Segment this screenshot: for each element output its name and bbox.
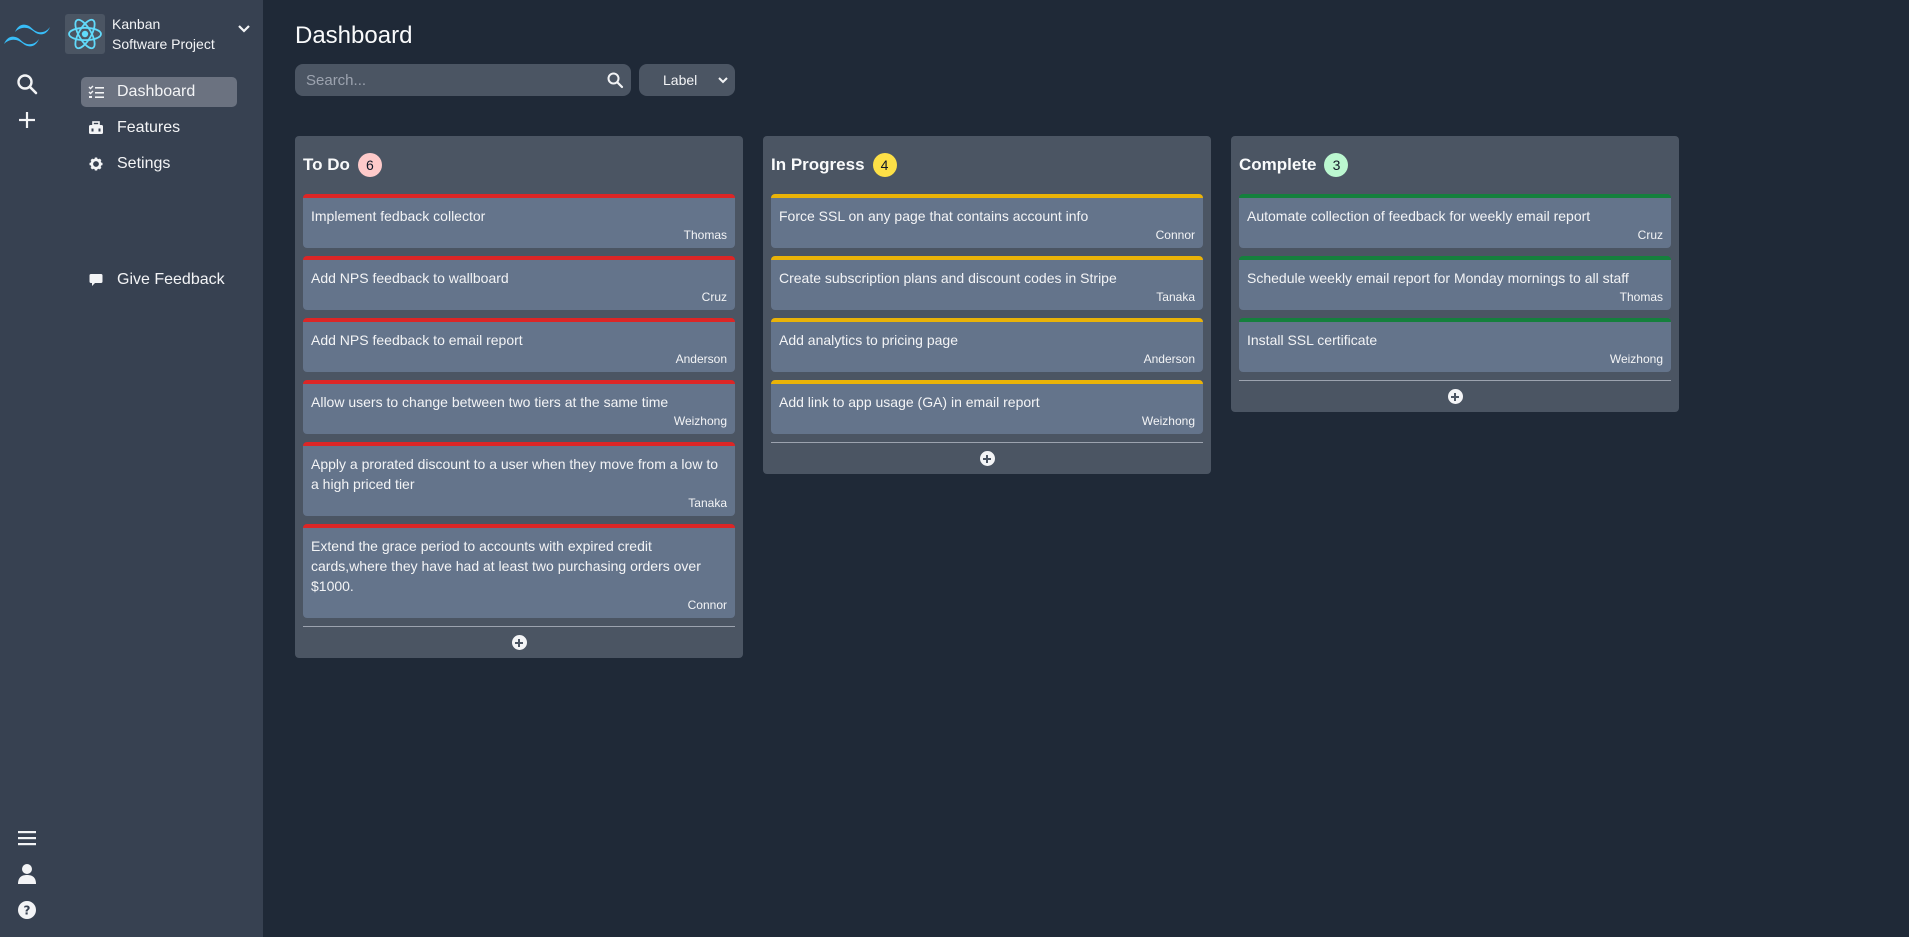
- card-title: Extend the grace period to accounts with…: [311, 538, 701, 594]
- column-title: To Do: [303, 155, 350, 174]
- task-card[interactable]: Add NPS feedback to wallboard Cruz: [303, 256, 735, 310]
- task-card[interactable]: Extend the grace period to accounts with…: [303, 524, 735, 618]
- card-title: Schedule weekly email report for Monday …: [1247, 270, 1629, 286]
- add-card-button[interactable]: [511, 635, 527, 650]
- nav-item-dashboard[interactable]: Dashboard: [81, 77, 237, 107]
- search-input[interactable]: [295, 71, 585, 89]
- column-count-badge: 6: [357, 153, 382, 177]
- card-title: Add NPS feedback to email report: [311, 332, 523, 348]
- card-assignee: Tanaka: [1156, 290, 1195, 304]
- task-card[interactable]: Apply a prorated discount to a user when…: [303, 442, 735, 516]
- card-assignee: Thomas: [683, 228, 727, 242]
- card-title: Add link to app usage (GA) in email repo…: [779, 394, 1040, 410]
- card-assignee: Anderson: [1143, 352, 1195, 366]
- column-count-badge: 3: [1324, 153, 1349, 177]
- project-name-line2: Software Project: [112, 36, 215, 52]
- project-name: Kanban Software Project: [112, 14, 215, 54]
- task-card[interactable]: Add link to app usage (GA) in email repo…: [771, 380, 1203, 434]
- search-box: [295, 64, 631, 96]
- column-title: In Progress: [771, 155, 865, 174]
- card-assignee: Connor: [1155, 228, 1195, 242]
- chevron-down-icon[interactable]: [237, 22, 251, 41]
- column-title: Complete: [1239, 155, 1317, 174]
- card-title: Automate collection of feedback for week…: [1247, 208, 1591, 224]
- card-assignee: Connor: [687, 598, 727, 612]
- navigation-panel: Kanban Software Project Dashboard Featur…: [55, 0, 263, 937]
- column-todo: To Do 6 Implement fedback collector Thom…: [295, 136, 743, 658]
- menu-icon[interactable]: [13, 824, 41, 852]
- nav-label-features: Features: [117, 119, 181, 136]
- task-card[interactable]: Automate collection of feedback for week…: [1239, 194, 1671, 248]
- react-atom-icon: [65, 14, 105, 54]
- comment-icon: [88, 272, 104, 288]
- nav-label-give-feedback: Give Feedback: [117, 271, 225, 288]
- help-icon[interactable]: ?: [13, 896, 41, 924]
- card-assignee: Thomas: [1619, 290, 1663, 304]
- card-assignee: Anderson: [675, 352, 727, 366]
- card-assignee: Weizhong: [1609, 352, 1663, 366]
- task-card[interactable]: Allow users to change between two tiers …: [303, 380, 735, 434]
- task-card[interactable]: Force SSL on any page that contains acco…: [771, 194, 1203, 248]
- task-card[interactable]: Implement fedback collector Thomas: [303, 194, 735, 248]
- list-check-icon: [88, 84, 104, 100]
- column-footer: [1239, 380, 1671, 412]
- card-title: Add analytics to pricing page: [779, 332, 958, 348]
- project-switcher[interactable]: Kanban Software Project: [65, 12, 255, 56]
- card-title: Apply a prorated discount to a user when…: [311, 456, 718, 492]
- card-title: Allow users to change between two tiers …: [311, 394, 669, 410]
- column-header: Complete 3: [1239, 136, 1671, 194]
- nav-item-features[interactable]: Features: [81, 113, 237, 143]
- card-assignee: Cruz: [701, 290, 727, 304]
- task-card[interactable]: Create subscription plans and discount c…: [771, 256, 1203, 310]
- card-title: Install SSL certificate: [1247, 332, 1378, 348]
- search-icon[interactable]: [606, 71, 624, 94]
- toolbox-icon: [88, 120, 104, 136]
- column-complete: Complete 3 Automate collection of feedba…: [1231, 136, 1679, 412]
- add-card-button[interactable]: [1447, 389, 1463, 404]
- task-card[interactable]: Install SSL certificate Weizhong: [1239, 318, 1671, 372]
- column-header: To Do 6: [303, 136, 735, 194]
- card-assignee: Weizhong: [673, 414, 727, 428]
- icon-rail: ?: [0, 0, 55, 937]
- nav-item-give-feedback[interactable]: Give Feedback: [81, 265, 237, 295]
- card-title: Create subscription plans and discount c…: [779, 270, 1117, 286]
- card-assignee: Tanaka: [688, 496, 727, 510]
- card-title: Implement fedback collector: [311, 208, 486, 224]
- task-card[interactable]: Add analytics to pricing page Anderson: [771, 318, 1203, 372]
- page-title: Dashboard: [295, 22, 413, 49]
- add-card-button[interactable]: [979, 451, 995, 466]
- nav-label-dashboard: Dashboard: [117, 83, 196, 100]
- user-icon[interactable]: [13, 860, 41, 888]
- column-in-progress: In Progress 4 Force SSL on any page that…: [763, 136, 1211, 474]
- gear-icon: [88, 156, 104, 172]
- column-header: In Progress 4: [771, 136, 1203, 194]
- label-filter-select[interactable]: Label: [639, 64, 735, 96]
- card-assignee: Cruz: [1637, 228, 1663, 242]
- project-name-line1: Kanban: [112, 16, 161, 32]
- nav-label-settings: Setings: [117, 155, 171, 172]
- card-assignee: Weizhong: [1141, 414, 1195, 428]
- column-count-badge: 4: [872, 153, 897, 177]
- column-footer: [771, 442, 1203, 474]
- task-card[interactable]: Schedule weekly email report for Monday …: [1239, 256, 1671, 310]
- svg-text:?: ?: [24, 904, 31, 918]
- plus-icon[interactable]: [13, 106, 41, 134]
- column-footer: [303, 626, 735, 658]
- label-select-value: Label: [663, 72, 698, 88]
- task-card[interactable]: Add NPS feedback to email report Anderso…: [303, 318, 735, 372]
- tailwind-logo-icon[interactable]: [2, 18, 52, 52]
- card-title: Force SSL on any page that contains acco…: [779, 208, 1089, 224]
- nav-item-settings[interactable]: Setings: [81, 149, 237, 179]
- search-icon[interactable]: [13, 70, 41, 98]
- card-title: Add NPS feedback to wallboard: [311, 270, 509, 286]
- chevron-down-icon: [717, 73, 729, 89]
